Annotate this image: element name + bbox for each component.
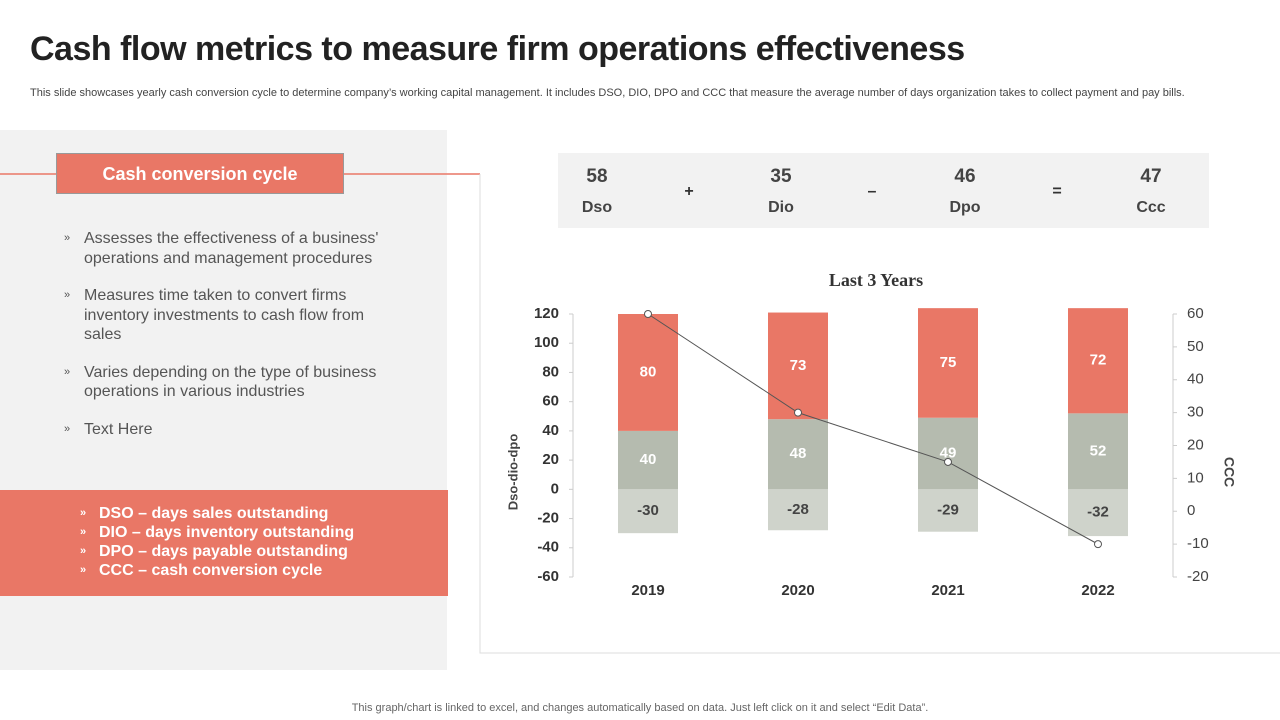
bar-segment	[768, 419, 828, 490]
list-item: DPO – days payable outstanding	[80, 542, 354, 561]
y-tick-label: 100	[534, 334, 559, 351]
bar-segment	[1068, 413, 1128, 490]
bar-segment	[918, 489, 978, 532]
operator: +	[684, 183, 693, 200]
y-tick-label: 0	[551, 480, 559, 497]
data-label: 49	[940, 445, 957, 462]
panel-heading: Cash conversion cycle	[56, 153, 344, 194]
chart-title: Last 3 Years	[829, 270, 923, 290]
summary-label: Dpo	[949, 199, 980, 216]
bar-segment	[618, 489, 678, 534]
y2-tick-label: 40	[1187, 371, 1204, 388]
data-label: -32	[1087, 504, 1109, 521]
data-label: -29	[937, 501, 959, 518]
bar-segment	[618, 430, 678, 490]
definition-list: DSO – days sales outstandingDIO – days i…	[80, 504, 354, 580]
y2-tick-label: 20	[1187, 436, 1204, 453]
operator: =	[1052, 183, 1061, 200]
y-tick-label: -20	[537, 510, 559, 527]
line-point	[794, 408, 802, 417]
data-label: 73	[790, 357, 807, 374]
y-tick-label: 60	[542, 393, 559, 410]
data-label: 75	[940, 354, 957, 371]
bar-segment	[768, 312, 828, 420]
y2-tick-label: 50	[1187, 338, 1204, 355]
y-tick-label: 40	[542, 422, 559, 439]
summary-value: 58	[586, 166, 607, 187]
list-item: CCC – cash conversion cycle	[80, 561, 354, 580]
list-item: DIO – days inventory outstanding	[80, 523, 354, 542]
list-item: Measures time taken to convert firms inv…	[64, 286, 394, 345]
summary-value: 46	[954, 166, 975, 187]
y-axis-label: Dso-dio-dpo	[505, 434, 520, 511]
summary-value: 47	[1140, 166, 1161, 187]
y2-tick-label: -10	[1187, 535, 1209, 552]
x-tick-label: 2022	[1081, 582, 1114, 599]
bullet-list: Assesses the effectiveness of a business…	[64, 229, 394, 457]
list-item: Varies depending on the type of business…	[64, 363, 394, 402]
subtitle: This slide showcases yearly cash convers…	[30, 87, 1185, 99]
list-item: Text Here	[64, 420, 394, 440]
bar-segment	[918, 308, 978, 418]
data-label: -28	[787, 501, 809, 518]
y2-tick-label: -20	[1187, 568, 1209, 585]
data-label: 52	[1090, 442, 1107, 459]
bar-segment	[768, 489, 828, 531]
data-label: 80	[640, 363, 657, 380]
list-item: DSO – days sales outstanding	[80, 504, 354, 523]
data-label: 72	[1090, 352, 1107, 369]
summary-label: Dso	[582, 199, 612, 216]
y-tick-label: -60	[537, 568, 559, 585]
x-tick-label: 2020	[781, 582, 814, 599]
line-point	[944, 457, 952, 466]
y2-tick-label: 30	[1187, 404, 1204, 421]
y-tick-label: 20	[542, 451, 559, 468]
line-point	[1094, 540, 1102, 549]
summary-box	[558, 153, 1209, 228]
x-tick-label: 2021	[931, 582, 964, 599]
bar-segment	[1068, 489, 1128, 537]
list-item: Assesses the effectiveness of a business…	[64, 229, 394, 268]
line-point	[644, 310, 652, 318]
bar-segment	[1068, 308, 1128, 414]
bar-segment	[618, 314, 678, 431]
x-tick-label: 2019	[631, 582, 664, 599]
y2-axis-label: CCC	[1221, 457, 1237, 487]
summary-label: Ccc	[1136, 199, 1165, 216]
y2-tick-label: 60	[1187, 305, 1204, 322]
summary-label: Dio	[768, 199, 794, 216]
data-label: -30	[637, 502, 659, 519]
data-label: 40	[640, 451, 657, 468]
y2-tick-label: 10	[1187, 469, 1204, 486]
footer-note: This graph/chart is linked to excel, and…	[351, 702, 929, 714]
bar-segment	[918, 417, 978, 490]
y-tick-label: -40	[537, 539, 559, 556]
operator: –	[868, 183, 877, 200]
y-tick-label: 120	[534, 305, 559, 322]
y-tick-label: 80	[542, 363, 559, 380]
line	[647, 313, 1099, 545]
chart-frame	[479, 174, 1280, 654]
title: Cash flow metrics to measure firm operat…	[30, 30, 965, 68]
y2-tick-label: 0	[1187, 502, 1195, 519]
summary-value: 35	[770, 166, 792, 187]
data-label: 48	[790, 445, 807, 462]
